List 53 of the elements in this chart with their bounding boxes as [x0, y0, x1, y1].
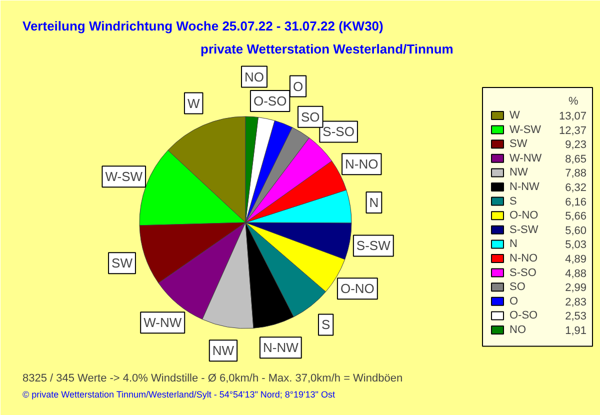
- legend-label: NO: [510, 324, 526, 336]
- legend-label: O-NO: [510, 210, 539, 222]
- legend-label: N-NW: [510, 181, 540, 193]
- chart-subtitle: private Wetterstation Westerland/Tinnum: [200, 42, 454, 56]
- legend-label: O-SO: [510, 310, 538, 322]
- legend-label: NW: [510, 166, 528, 179]
- legend-label: W: [510, 110, 520, 122]
- data-label: 6,16: [565, 196, 587, 208]
- slice-label: S-SO: [322, 124, 354, 140]
- slice-label: O: [292, 78, 304, 94]
- legend-label: W-SW: [510, 124, 542, 136]
- data-label: 12,37: [558, 124, 587, 137]
- data-label: 6,32: [565, 182, 587, 194]
- slice-label: NW: [212, 343, 235, 358]
- legend-label: N: [510, 238, 518, 250]
- data-label: 8,65: [565, 153, 587, 166]
- data-label: 4,89: [565, 254, 587, 266]
- slice-label: S: [321, 317, 330, 332]
- slice-label: W-NW: [144, 315, 182, 330]
- data-label: 5,03: [565, 239, 587, 252]
- data-label: 13,07: [558, 110, 587, 122]
- data-label: 4,88: [565, 268, 587, 280]
- data-label: 7,88: [565, 168, 587, 180]
- data-label: 2,99: [565, 282, 587, 294]
- slice-label: SO: [301, 109, 320, 124]
- text: © private Wetterstation Tinnum/Westerland/Sylt - 54°54'13" Nord; 8°19'13" Ost: [22, 390, 336, 400]
- text: 8325 / 345 Werte -> 4.0% Windstille - Ø 6,0km/h - Max. 37,0km/h = Windböen: [22, 372, 403, 384]
- slice-label: N-NO: [345, 156, 378, 172]
- slice-label: O-SO: [253, 93, 287, 108]
- data-label: 9,23: [565, 139, 587, 152]
- slice-label: W: [187, 96, 200, 111]
- slice-label: NO: [244, 69, 264, 84]
- slice-label: O-NO: [340, 281, 374, 296]
- legend-label: S-SW: [510, 224, 539, 236]
- slice-label: N-NW: [262, 340, 300, 356]
- legend-label: SW: [510, 138, 528, 150]
- legend-label: O: [510, 295, 518, 308]
- legend-label: S: [510, 195, 517, 208]
- data-label: 5,66: [565, 210, 587, 223]
- slice-label: S-SW: [356, 238, 392, 254]
- data-label: 1,91: [565, 325, 587, 337]
- legend-label: N-NO: [510, 252, 538, 264]
- chart-title: Verteilung Windrichtung Woche 25.07.22 - 31.07.22 (KW30): [22, 18, 384, 34]
- legend-label: SO: [510, 281, 526, 294]
- legend-label: W-NW: [510, 152, 542, 164]
- data-label: 2,53: [565, 310, 587, 323]
- slice-label: N: [369, 195, 379, 210]
- legend-label: S-SO: [510, 266, 537, 279]
- data-label: 2,83: [565, 296, 587, 308]
- data-label: 5,60: [565, 224, 587, 237]
- slice-label: W-SW: [105, 169, 144, 184]
- slice-label: SW: [112, 256, 134, 271]
- legend-title: %: [568, 96, 578, 108]
